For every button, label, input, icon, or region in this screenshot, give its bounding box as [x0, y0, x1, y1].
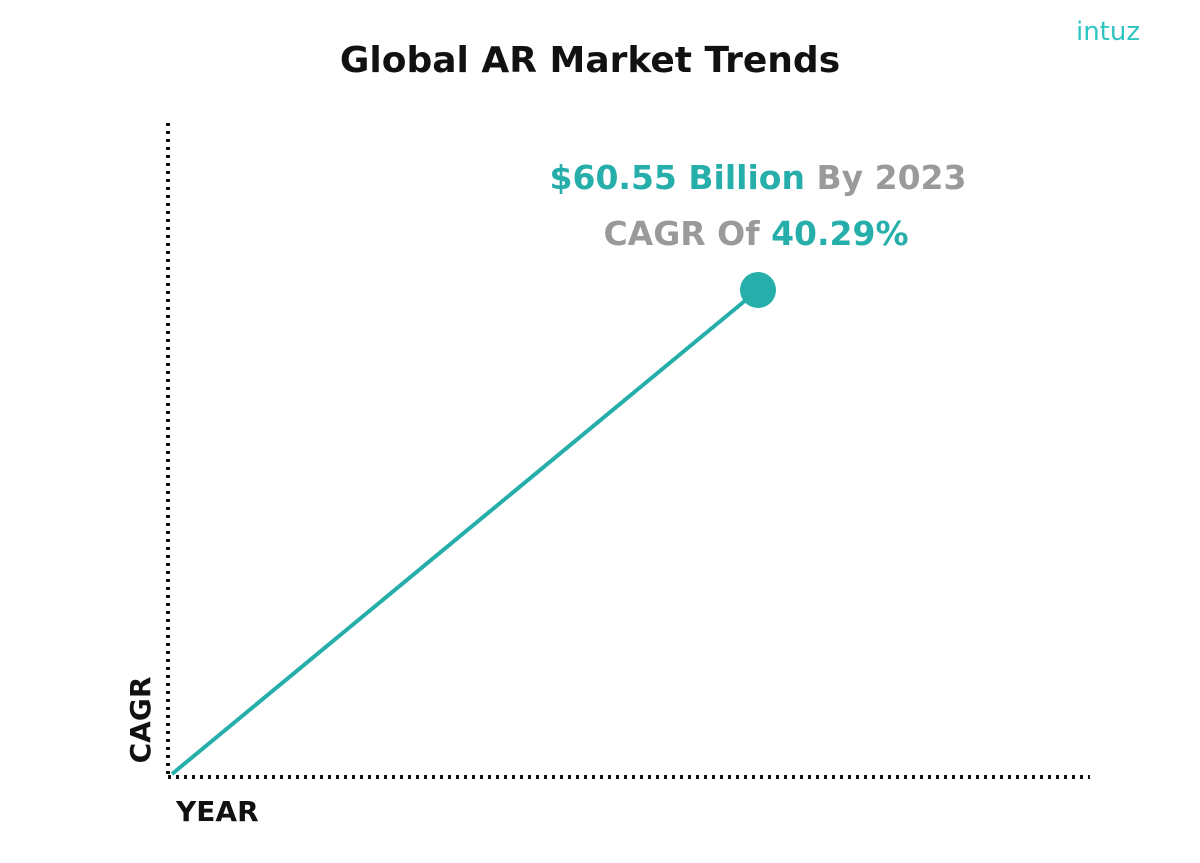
title: Global AR Market Trends [340, 40, 840, 81]
market-value: $60.55 Billion [550, 158, 805, 197]
y-axis-label: CAGR [124, 677, 157, 764]
market-year: By 2023 [816, 158, 966, 197]
trend-point [740, 272, 776, 308]
annotation-line-1: $60.55 Billion By 2023 [550, 158, 967, 197]
annotation-line-2: CAGR Of 40.29% [603, 214, 908, 253]
rate-prefix: CAGR Of [603, 214, 760, 253]
rate-value: 40.29% [771, 214, 908, 253]
trend-line [170, 288, 760, 776]
x-axis-label: YEAR [175, 795, 259, 828]
logo: intuz [1076, 17, 1140, 47]
